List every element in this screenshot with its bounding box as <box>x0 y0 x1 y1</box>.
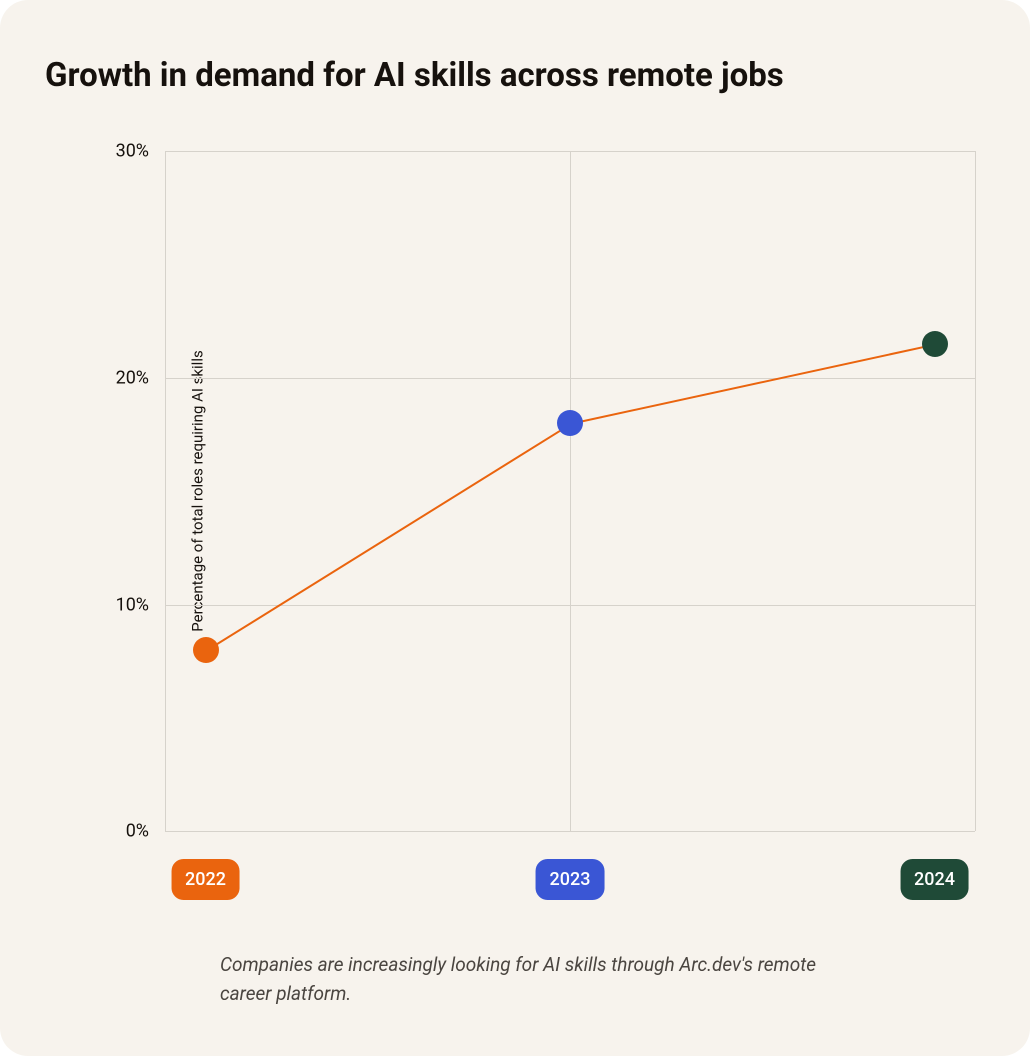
x-label-badge: 2022 <box>171 859 240 900</box>
gridline-v <box>165 151 166 831</box>
gridline-v <box>570 151 571 831</box>
chart-wrap: Percentage of total roles requiring AI s… <box>95 151 985 831</box>
chart-title: Growth in demand for AI skills across re… <box>45 55 985 96</box>
data-point <box>557 410 583 436</box>
chart-caption: Companies are increasingly looking for A… <box>220 951 860 1008</box>
plot-area: 0%10%20%30%202220232024 <box>165 151 975 831</box>
x-label-badge: 2023 <box>536 859 605 900</box>
y-tick-label: 0% <box>126 821 149 842</box>
gridline-h <box>165 831 975 832</box>
x-label-badge: 2024 <box>900 859 969 900</box>
y-tick-label: 10% <box>116 594 149 615</box>
line-segment <box>205 423 571 651</box>
line-segment <box>570 344 935 425</box>
data-point <box>922 331 948 357</box>
gridline-v <box>975 151 976 831</box>
y-tick-label: 30% <box>116 141 149 162</box>
data-point <box>193 637 219 663</box>
chart-card: Growth in demand for AI skills across re… <box>0 0 1030 1056</box>
y-tick-label: 20% <box>116 367 149 388</box>
